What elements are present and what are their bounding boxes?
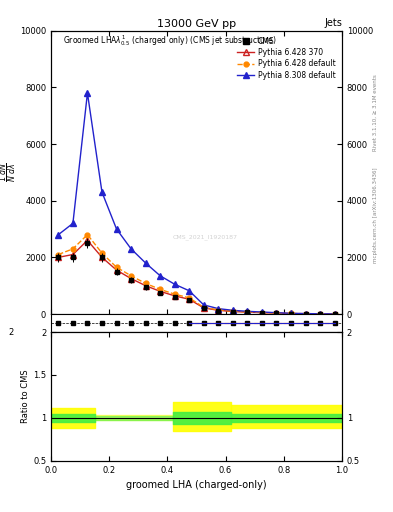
Pythia 6.428 370	[129, 275, 134, 282]
Pythia 8.308 default	[129, 246, 134, 252]
Pythia 6.428 default	[129, 273, 134, 279]
Pythia 8.308 default	[303, 310, 308, 316]
X-axis label: groomed LHA (charged-only): groomed LHA (charged-only)	[126, 480, 267, 490]
Text: Groomed LHA$\lambda^{1}_{0.5}$ (charged only) (CMS jet substructure): Groomed LHA$\lambda^{1}_{0.5}$ (charged …	[63, 34, 277, 49]
Pythia 6.428 370	[274, 310, 279, 316]
Pythia 8.308 default	[100, 189, 105, 195]
Pythia 6.428 default	[100, 250, 105, 256]
Pythia 6.428 default	[318, 311, 323, 317]
Pythia 8.308 default	[260, 309, 264, 315]
Pythia 8.308 default	[289, 310, 294, 316]
Pythia 6.428 default	[56, 251, 61, 258]
Pythia 6.428 default	[71, 246, 75, 252]
Pythia 6.428 370	[56, 254, 61, 261]
Line: Pythia 6.428 370: Pythia 6.428 370	[55, 237, 338, 317]
Pythia 6.428 default	[114, 264, 119, 270]
Pythia 6.428 370	[216, 307, 221, 313]
Pythia 6.428 default	[216, 307, 221, 313]
Pythia 6.428 370	[143, 283, 148, 289]
Pythia 8.308 default	[318, 311, 323, 317]
Pythia 8.308 default	[158, 273, 163, 279]
Title: 13000 GeV pp: 13000 GeV pp	[157, 18, 236, 29]
Pythia 6.428 default	[245, 309, 250, 315]
Pythia 6.428 default	[202, 304, 206, 310]
Pythia 8.308 default	[245, 308, 250, 314]
Text: mcplots.cern.ch [arXiv:1306.3436]: mcplots.cern.ch [arXiv:1306.3436]	[373, 167, 378, 263]
Pythia 6.428 370	[303, 311, 308, 317]
Pythia 6.428 370	[158, 288, 163, 294]
Pythia 8.308 default	[173, 281, 177, 287]
Pythia 6.428 370	[318, 311, 323, 317]
Line: Pythia 8.308 default: Pythia 8.308 default	[55, 90, 338, 317]
Y-axis label: Ratio to CMS: Ratio to CMS	[21, 370, 30, 423]
Y-axis label: $\frac{1}{N}\frac{dN}{d\lambda}$: $\frac{1}{N}\frac{dN}{d\lambda}$	[0, 162, 18, 182]
Pythia 8.308 default	[114, 226, 119, 232]
Pythia 6.428 370	[187, 296, 192, 303]
Pythia 8.308 default	[71, 220, 75, 226]
Pythia 8.308 default	[187, 288, 192, 294]
Pythia 6.428 370	[100, 254, 105, 261]
Pythia 8.308 default	[231, 307, 235, 313]
Pythia 6.428 370	[71, 251, 75, 258]
Pythia 6.428 370	[289, 310, 294, 316]
Pythia 6.428 default	[173, 291, 177, 297]
Pythia 6.428 default	[303, 311, 308, 317]
Text: 2: 2	[8, 328, 13, 336]
Pythia 6.428 default	[85, 231, 90, 238]
Pythia 6.428 370	[173, 293, 177, 299]
Pythia 8.308 default	[332, 311, 337, 317]
Pythia 6.428 370	[114, 267, 119, 273]
Pythia 6.428 default	[274, 310, 279, 316]
Pythia 8.308 default	[202, 302, 206, 308]
Pythia 6.428 370	[260, 310, 264, 316]
Pythia 6.428 default	[187, 295, 192, 301]
Text: Jets: Jets	[324, 18, 342, 28]
Pythia 6.428 default	[143, 281, 148, 287]
Line: Pythia 6.428 default: Pythia 6.428 default	[56, 232, 337, 316]
Pythia 6.428 370	[245, 309, 250, 315]
Pythia 8.308 default	[56, 231, 61, 238]
Pythia 6.428 default	[231, 308, 235, 314]
Pythia 8.308 default	[85, 90, 90, 96]
Pythia 6.428 default	[332, 311, 337, 317]
Pythia 6.428 370	[85, 237, 90, 243]
Pythia 8.308 default	[216, 306, 221, 312]
Pythia 6.428 default	[260, 309, 264, 315]
Pythia 8.308 default	[274, 310, 279, 316]
Pythia 6.428 default	[289, 310, 294, 316]
Pythia 6.428 default	[158, 286, 163, 292]
Text: CMS_2021_I1920187: CMS_2021_I1920187	[173, 234, 238, 240]
Pythia 6.428 370	[332, 311, 337, 317]
Pythia 6.428 370	[231, 308, 235, 314]
Pythia 6.428 370	[202, 305, 206, 311]
Pythia 8.308 default	[143, 260, 148, 266]
Legend: CMS, Pythia 6.428 370, Pythia 6.428 default, Pythia 8.308 default: CMS, Pythia 6.428 370, Pythia 6.428 defa…	[235, 34, 338, 82]
Text: Rivet 3.1.10, ≥ 3.1M events: Rivet 3.1.10, ≥ 3.1M events	[373, 74, 378, 151]
